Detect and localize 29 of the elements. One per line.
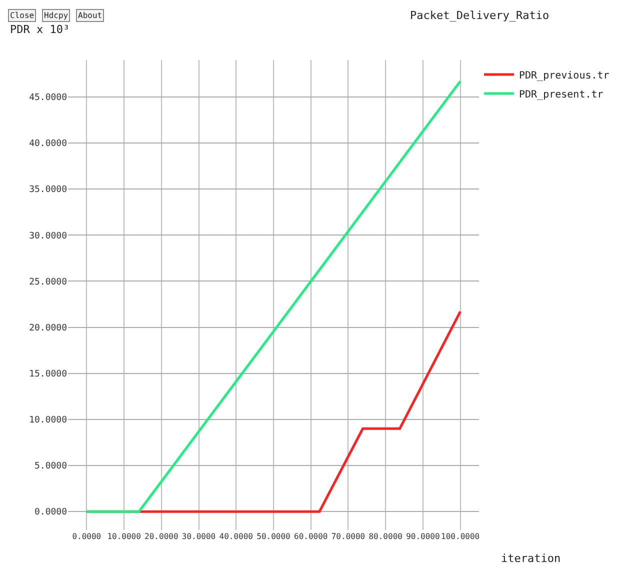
chart-title: Packet_Delivery_Ratio — [410, 9, 550, 22]
legend-label: PDR_previous.tr — [519, 70, 610, 82]
x-tick-label: 30.0000 — [182, 532, 216, 541]
y-tick-label: 45.0000 — [29, 93, 67, 104]
y-axis-title: PDR x 10³ — [10, 23, 70, 36]
y-tick-label: 20.0000 — [29, 323, 67, 334]
x-axis-title: iteration — [501, 552, 561, 565]
text: Hdcpy — [44, 11, 68, 20]
legend-label: PDR_present.tr — [519, 89, 604, 100]
x-tick-label: 50.0000 — [256, 532, 291, 541]
x-tick-label: 70.0000 — [331, 532, 366, 541]
text: Close — [10, 11, 34, 20]
x-tick-label: 100.0000 — [441, 532, 480, 541]
x-tick-label: 0.0000 — [72, 532, 102, 541]
y-tick-label: 5.0000 — [34, 462, 67, 472]
x-tick-label: 90.0000 — [406, 532, 440, 541]
x-tick-label: 10.0000 — [107, 532, 142, 541]
x-tick-label: 20.0000 — [144, 532, 178, 541]
x-tick-label: 60.0000 — [294, 532, 328, 541]
y-tick-label: 15.0000 — [29, 369, 67, 380]
y-tick-label: 35.0000 — [29, 185, 67, 196]
y-tick-label: 25.0000 — [29, 277, 67, 288]
text: About — [78, 11, 102, 20]
x-tick-label: 80.0000 — [368, 532, 403, 541]
x-tick-label: 40.0000 — [219, 532, 254, 541]
y-tick-label: 0.0000 — [34, 508, 67, 518]
y-tick-label: 10.0000 — [29, 416, 67, 426]
y-tick-label: 40.0000 — [29, 139, 67, 150]
y-tick-label: 30.0000 — [29, 231, 67, 242]
